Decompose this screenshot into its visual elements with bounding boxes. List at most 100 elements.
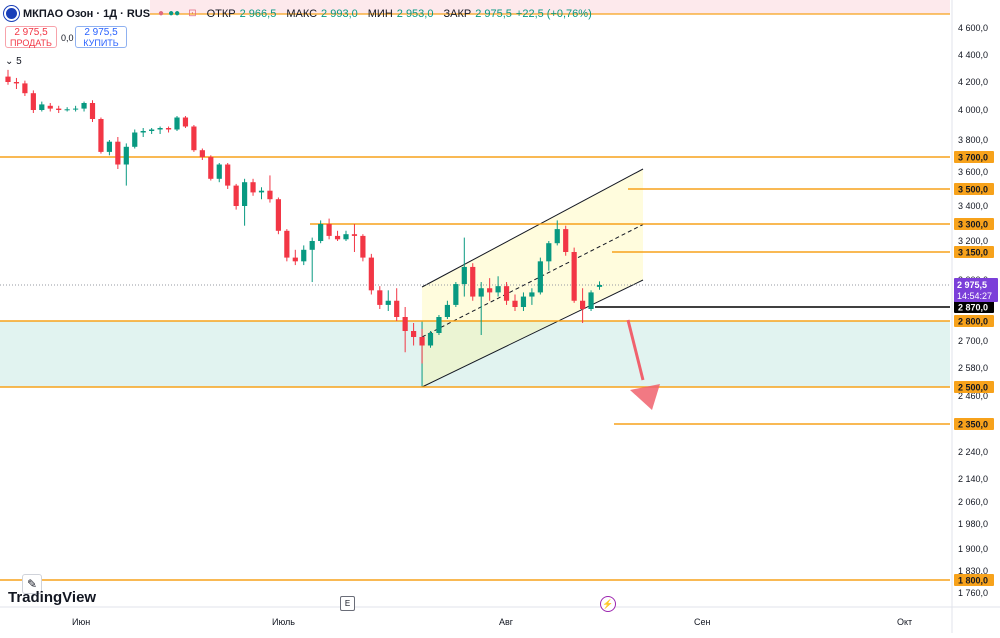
candle-body — [580, 300, 586, 309]
candle-body — [512, 300, 518, 307]
buy-price: 2 975,5 — [84, 27, 118, 38]
candle-body — [444, 304, 450, 317]
candle-body — [174, 117, 180, 130]
candle-body — [470, 266, 476, 297]
price-tick-label: 3 600,0 — [958, 167, 988, 177]
level-axis-label: 3 300,0 — [958, 220, 988, 230]
candle-body — [89, 103, 96, 119]
last-price-label: 2 975,5 — [957, 280, 987, 290]
candle-body — [411, 331, 417, 337]
price-tick-label: 1 900,0 — [958, 544, 988, 554]
candle-body — [233, 185, 239, 206]
level-axis-label: 2 800,0 — [958, 317, 988, 327]
candle-body — [427, 333, 434, 346]
candle-body — [30, 93, 36, 110]
candle-body — [343, 234, 349, 240]
candle-body — [394, 300, 400, 317]
level-axis-label: 2 350,0 — [958, 420, 988, 430]
level-axis-label: 2 500,0 — [958, 383, 988, 393]
candle-body — [47, 105, 53, 109]
level-axis-tag — [954, 218, 994, 230]
top-highlight-band — [150, 0, 950, 14]
candle-body — [520, 296, 527, 307]
level-axis-tag — [954, 574, 994, 586]
candle-body — [292, 257, 298, 262]
price-tick-label: 1 760,0 — [958, 588, 988, 598]
earnings-event-icon[interactable]: E — [340, 596, 355, 611]
indicators-toggle[interactable]: ⌄ 5 — [5, 56, 22, 67]
symbol-legend: МКПАО Озон · 1Д · RUS ● ●● ⊡ ОТКР 2 966,… — [4, 6, 592, 21]
buy-button[interactable]: 2 975,5 КУПИТЬ — [75, 26, 127, 48]
candle-body — [351, 234, 358, 236]
forecast-arrow-head — [630, 384, 660, 410]
candle-body — [132, 132, 138, 147]
candle-body — [334, 235, 341, 240]
candle-body — [64, 109, 70, 111]
candle-body — [301, 249, 307, 262]
indicators-count: 5 — [16, 56, 22, 67]
bell-icon[interactable]: ● — [158, 8, 165, 19]
candle-body — [39, 104, 45, 110]
chevron-down-icon: ⌄ — [5, 56, 14, 67]
price-tick-label: 4 000,0 — [958, 105, 988, 115]
candle-body — [419, 337, 425, 346]
candle-body — [267, 190, 273, 200]
status-dots-icon[interactable]: ●● — [168, 8, 181, 19]
price-tick-label: 2 460,0 — [958, 391, 988, 401]
candle-body — [149, 129, 155, 131]
level-axis-tag — [954, 418, 994, 430]
candle-body — [436, 317, 442, 333]
ozon-logo-icon — [4, 6, 19, 21]
candle-body — [546, 243, 552, 262]
candle-body — [199, 150, 205, 157]
candle-body — [326, 224, 332, 236]
price-tick-label: 4 600,0 — [958, 23, 988, 33]
price-tick-label: 4 200,0 — [958, 77, 988, 87]
candle-body — [73, 108, 79, 110]
sell-price: 2 975,5 — [14, 27, 48, 38]
candle-body — [377, 290, 383, 305]
price-tick-label: 2 700,0 — [958, 336, 988, 346]
price-tick-label: 4 400,0 — [958, 50, 988, 60]
candle-body — [98, 119, 104, 152]
candle-body — [309, 241, 315, 250]
dividend-event-icon[interactable]: ⚡ — [600, 596, 616, 612]
candle-body — [191, 126, 197, 151]
close-value: 2 975,5 — [475, 7, 512, 20]
candle-body — [487, 288, 493, 293]
support-zone — [0, 321, 950, 387]
pencil-icon[interactable]: ✎ — [22, 574, 42, 594]
candle-body — [402, 317, 408, 331]
channel-lower-line — [421, 279, 644, 388]
flag-icon[interactable]: ⊡ — [188, 8, 197, 19]
level-axis-tag — [954, 151, 994, 163]
channel-mid-line — [421, 224, 644, 338]
candle-body — [225, 164, 231, 186]
tradingview-logo: TradingView — [8, 589, 97, 606]
candle-body — [5, 76, 11, 82]
price-tick-label: 3 200,0 — [958, 236, 988, 246]
sell-button[interactable]: 2 975,5 ПРОДАТЬ — [5, 26, 57, 48]
x-tick-label: Июн — [72, 617, 91, 627]
level-axis-label: 1 800,0 — [958, 576, 988, 586]
candle-body — [22, 83, 28, 94]
x-tick-label: Авг — [499, 617, 514, 627]
symbol-title[interactable]: МКПАО Озон · 1Д · RUS — [23, 7, 151, 20]
candle-body — [478, 288, 484, 297]
level-axis-tag — [954, 381, 994, 393]
candle-body — [182, 117, 189, 127]
candle-body — [56, 108, 62, 110]
candle-body — [284, 230, 290, 258]
price-tick-label: 2 140,0 — [958, 474, 988, 484]
x-tick-label: Окт — [897, 617, 913, 627]
spread-value: 0,0 — [61, 33, 74, 43]
candle-body — [385, 300, 391, 305]
candle-body — [554, 229, 560, 244]
level-axis-label: 3 700,0 — [958, 153, 988, 163]
candle-body — [81, 103, 87, 109]
candle-body — [157, 128, 163, 130]
candle-body — [123, 146, 129, 165]
open-value: 2 966,5 — [239, 7, 277, 20]
